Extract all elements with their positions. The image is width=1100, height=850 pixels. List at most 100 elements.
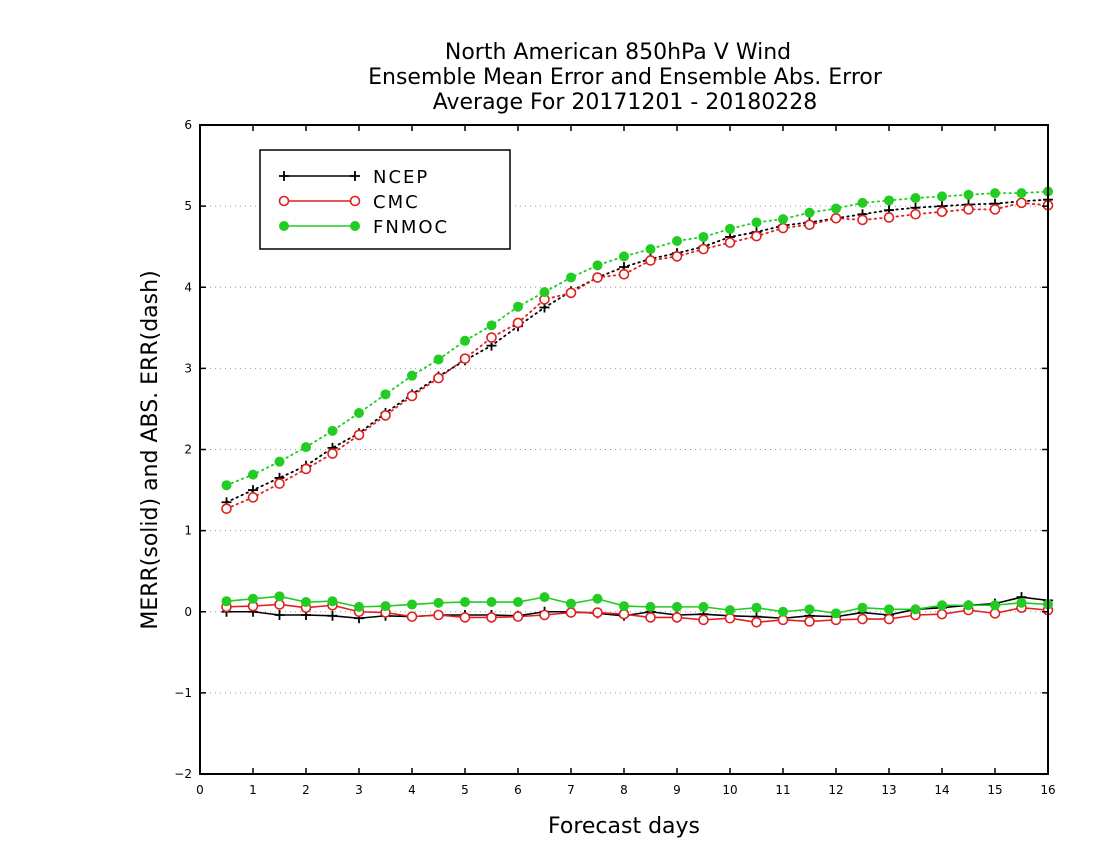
abs-err-point-fnmoc [990, 188, 1000, 199]
x-tick-label: 12 [828, 783, 843, 797]
abs-err-point-fnmoc [751, 217, 762, 228]
y-tick-label: −2 [174, 767, 192, 781]
mean-err-point-fnmoc [645, 601, 656, 612]
abs-err-point-cmc [989, 204, 1001, 215]
abs-err-point-fnmoc [963, 189, 974, 200]
abs-err-point-cmc [1016, 197, 1027, 209]
legend-marker-ncep [279, 171, 289, 181]
y-tick-label: 2 [184, 443, 192, 457]
abs-err-point-fnmoc [937, 191, 947, 202]
mean-err-point-cmc [539, 609, 550, 621]
mean-err-point-fnmoc [937, 600, 947, 611]
mean-err-point-fnmoc [592, 593, 603, 604]
abs-err-point-cmc [327, 448, 338, 459]
mean-err-point-fnmoc [380, 601, 391, 612]
mean-err-point-cmc [883, 613, 895, 625]
mean-err-point-fnmoc [698, 601, 709, 612]
mean-err-point-fnmoc [672, 601, 682, 612]
x-tick-label: 15 [987, 783, 1002, 797]
abs-err-point-fnmoc [407, 370, 417, 381]
y-tick-label: 4 [184, 280, 192, 294]
abs-err-point-fnmoc [857, 197, 868, 208]
x-axis-title: Forecast days [548, 814, 700, 839]
mean-err-point-cmc [433, 609, 444, 621]
abs-err-point-cmc [804, 219, 815, 231]
abs-err-point-cmc [910, 208, 921, 220]
abs-err-point-fnmoc [804, 207, 815, 218]
y-tick-label: −1 [174, 686, 192, 700]
mean-err-point-fnmoc [990, 600, 1000, 611]
mean-err-point-fnmoc [513, 597, 523, 608]
abs-err-point-cmc [777, 222, 789, 234]
abs-err-point-cmc [274, 478, 285, 489]
mean-err-point-fnmoc [566, 598, 576, 609]
x-tick-label: 16 [1040, 783, 1055, 797]
abs-err-point-cmc [406, 390, 418, 402]
mean-err-point-cmc [857, 613, 868, 625]
mean-err-point-fnmoc [778, 606, 788, 617]
mean-err-point-fnmoc [539, 592, 550, 603]
abs-err-point-fnmoc [1016, 188, 1027, 199]
mean-err-point-cmc [565, 607, 577, 618]
x-tick-label: 10 [722, 783, 737, 797]
y-tick-label: 6 [184, 118, 192, 132]
y-tick-label: 0 [184, 605, 192, 619]
mean-err-point-cmc [751, 616, 762, 628]
abs-err-point-fnmoc [698, 231, 709, 242]
mean-err-point-fnmoc [407, 599, 417, 610]
legend-label-cmc: CMC [373, 192, 420, 213]
x-tick-label: 6 [514, 783, 522, 797]
abs-err-point-fnmoc [619, 251, 629, 262]
x-tick-label: 2 [302, 783, 310, 797]
abs-err-point-cmc [936, 206, 948, 218]
abs-err-point-fnmoc [884, 195, 894, 206]
x-tick-label: 13 [881, 783, 896, 797]
mean-err-point-cmc [645, 612, 656, 623]
legend-marker-fnmoc [279, 221, 289, 231]
abs-err-line-ncep [225, 198, 1049, 504]
abs-err-point-cmc [221, 503, 232, 515]
mean-err-point-fnmoc [486, 597, 497, 608]
mean-err-point-fnmoc [884, 604, 894, 615]
mean-err-line-fnmoc [226, 595, 1049, 615]
abs-err-point-cmc [963, 204, 974, 215]
abs-err-point-fnmoc [274, 456, 285, 467]
abs-err-point-cmc [300, 463, 312, 475]
x-tick-label: 0 [196, 783, 204, 797]
legend-label-ncep: NCEP [373, 167, 429, 188]
abs-err-point-fnmoc [221, 480, 232, 491]
title-line-2: Ensemble Mean Error and Ensemble Abs. Er… [368, 65, 883, 90]
title-line-3: Average For 20171201 - 20180228 [433, 90, 818, 115]
x-tick-label: 8 [620, 783, 628, 797]
abs-err-point-cmc [380, 410, 391, 421]
mean-err-point-fnmoc [963, 600, 974, 611]
mean-err-point-cmc [698, 614, 709, 626]
mean-err-point-fnmoc [327, 596, 338, 607]
mean-err-point-cmc [671, 612, 683, 623]
mean-err-point-fnmoc [751, 602, 762, 613]
abs-err-point-cmc [433, 372, 444, 384]
abs-err-point-cmc [247, 492, 259, 503]
abs-err-point-fnmoc [831, 203, 841, 214]
x-tick-label: 3 [355, 783, 363, 797]
legend: NCEP CMC FNMOC [259, 149, 511, 250]
mean-err-point-cmc [512, 611, 524, 622]
abs-err-point-fnmoc [460, 335, 470, 346]
abs-err-point-fnmoc [725, 223, 735, 234]
abs-err-point-cmc [618, 268, 630, 280]
mean-err-point-ncep [274, 609, 285, 620]
abs-err-point-fnmoc [778, 214, 788, 225]
mean-err-point-fnmoc [619, 601, 629, 612]
abs-err-point-fnmoc [354, 407, 364, 418]
abs-err-point-cmc [830, 212, 842, 224]
legend-label-fnmoc: FNMOC [373, 217, 449, 238]
mean-err-point-fnmoc [804, 604, 815, 615]
series-ncep [221, 194, 1053, 624]
legend-marker-ncep [350, 171, 360, 181]
abs-err-point-fnmoc [301, 442, 311, 453]
mean-err-point-fnmoc [831, 608, 841, 619]
mean-err-point-cmc [406, 611, 418, 622]
y-tick-label: 1 [184, 524, 192, 538]
mean-err-point-fnmoc [301, 597, 311, 608]
abs-err-point-cmc [751, 230, 762, 242]
